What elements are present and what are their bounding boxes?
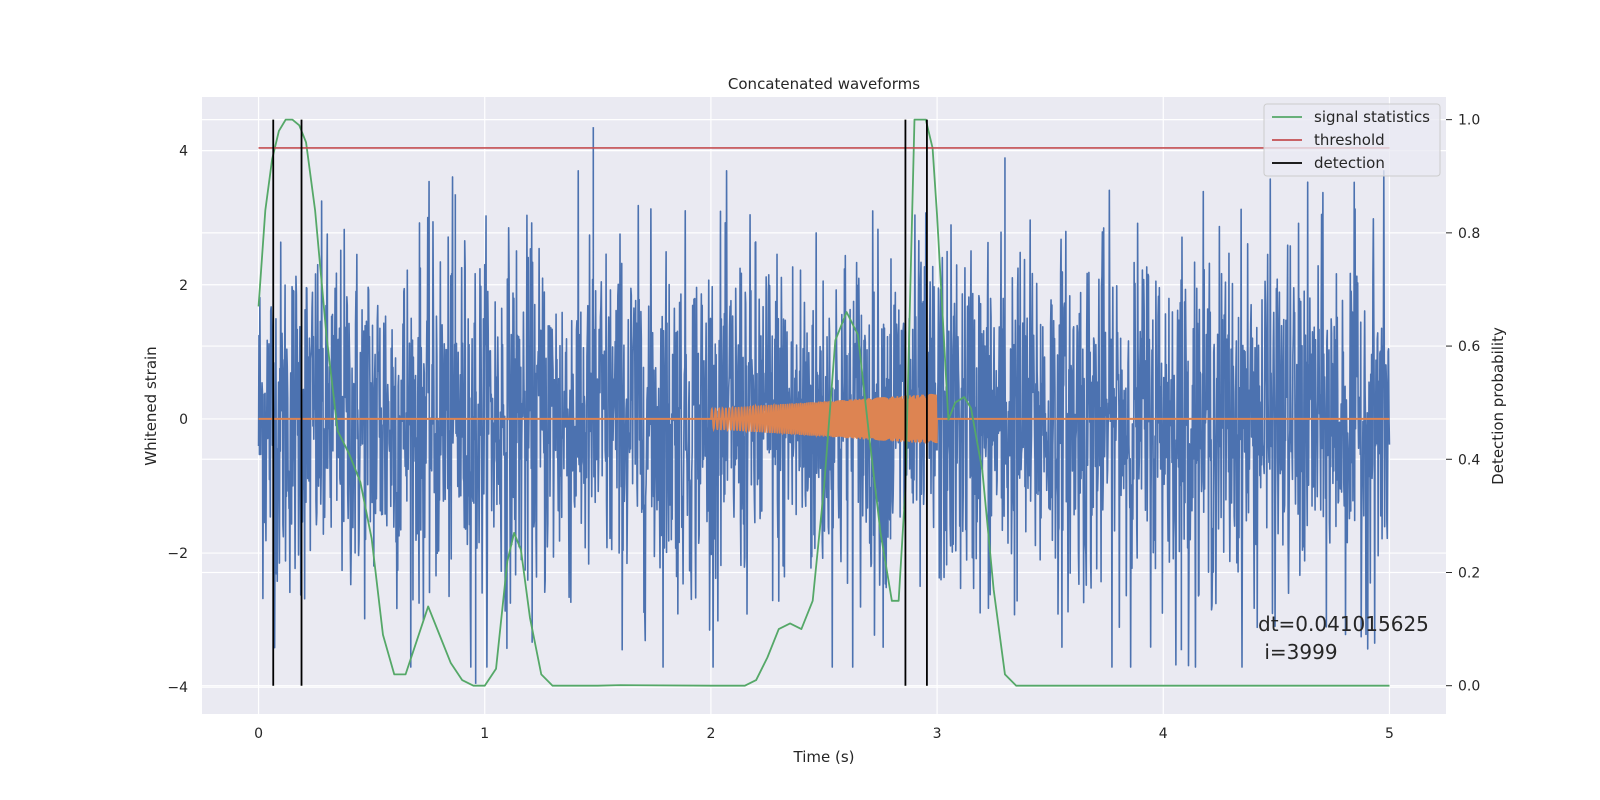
annotation-i: i=3999 [1258,640,1338,664]
y-right-tick-label: 0.6 [1458,339,1480,355]
x-axis-label: Time (s) [793,748,855,766]
x-tick-label: 5 [1385,726,1394,742]
annotation-dt: dt=0.041015625 [1258,612,1429,636]
y-right-tick-label: 1.0 [1458,113,1480,129]
legend-box [1263,103,1441,177]
x-tick-label: 1 [480,726,489,742]
y-tick-label: 2 [179,278,188,294]
y-right-tick-label: 0.4 [1458,452,1480,468]
x-tick-label: 4 [1159,726,1168,742]
signal-statistics-line [257,118,1390,687]
y-tick-label: 0 [179,412,188,428]
x-tick-label: 0 [254,726,263,742]
y-right-tick-label: 0.8 [1458,226,1480,242]
y-right-tick-label: 0.0 [1458,679,1480,695]
axis-ticks: 0 1 2 3 4 5 −4 −2 0 2 4 0.0 0.2 0.4 0.6 0.8 1.0 [167,113,1480,742]
y-tick-label: −2 [167,546,188,562]
chart-title: Concatenated waveforms [728,75,920,93]
legend: signal statistics threshold detection [1263,103,1441,177]
legend-label-threshold: threshold [1314,131,1385,149]
y-axis-label: Whitened strain [142,346,160,465]
y-tick-label: −4 [167,680,188,696]
y-right-axis-label: Detection probability [1489,327,1507,485]
legend-label-detection: detection [1314,154,1385,172]
x-tick-label: 2 [706,726,715,742]
x-tick-label: 3 [933,726,942,742]
y-right-tick-label: 0.2 [1458,565,1480,581]
chirp-series [258,393,1390,444]
y-tick-label: 4 [179,144,188,160]
chirp-line [710,393,938,444]
legend-label-signal-statistics: signal statistics [1314,108,1430,126]
probability-series [257,118,1390,687]
